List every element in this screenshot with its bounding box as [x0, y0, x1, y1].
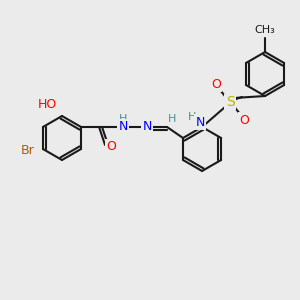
Text: O: O — [211, 77, 221, 91]
Text: HO: HO — [38, 98, 57, 110]
Text: N: N — [195, 116, 205, 128]
Text: O: O — [106, 140, 116, 154]
Text: N: N — [118, 121, 128, 134]
Text: H: H — [188, 112, 196, 122]
Text: O: O — [239, 113, 249, 127]
Text: H: H — [119, 114, 127, 124]
Text: N: N — [142, 121, 152, 134]
Text: S: S — [226, 95, 234, 109]
Text: CH₃: CH₃ — [255, 25, 275, 35]
Text: Br: Br — [21, 145, 35, 158]
Text: H: H — [168, 114, 176, 124]
